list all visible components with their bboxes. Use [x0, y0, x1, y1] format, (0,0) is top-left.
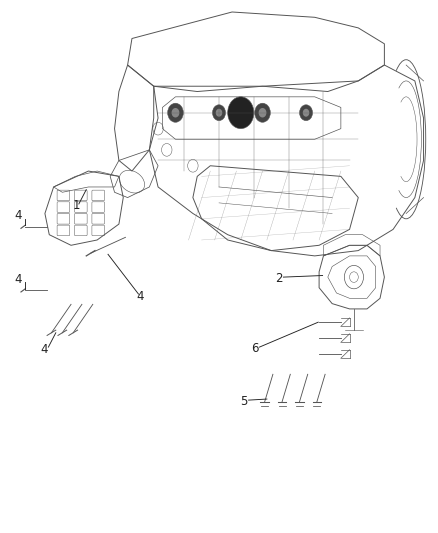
Circle shape — [300, 105, 313, 120]
Circle shape — [172, 108, 180, 117]
Text: 5: 5 — [240, 394, 248, 408]
Circle shape — [216, 109, 222, 117]
Text: 4: 4 — [136, 290, 144, 303]
Circle shape — [303, 109, 309, 117]
Text: 6: 6 — [251, 342, 258, 354]
Text: 1: 1 — [73, 199, 80, 212]
Text: 4: 4 — [14, 209, 21, 222]
Circle shape — [228, 97, 254, 128]
Circle shape — [254, 103, 270, 122]
Text: 4: 4 — [14, 273, 21, 286]
Text: 2: 2 — [276, 272, 283, 285]
Circle shape — [168, 103, 184, 122]
Circle shape — [258, 108, 266, 117]
Text: 4: 4 — [40, 343, 48, 356]
Circle shape — [212, 105, 226, 120]
